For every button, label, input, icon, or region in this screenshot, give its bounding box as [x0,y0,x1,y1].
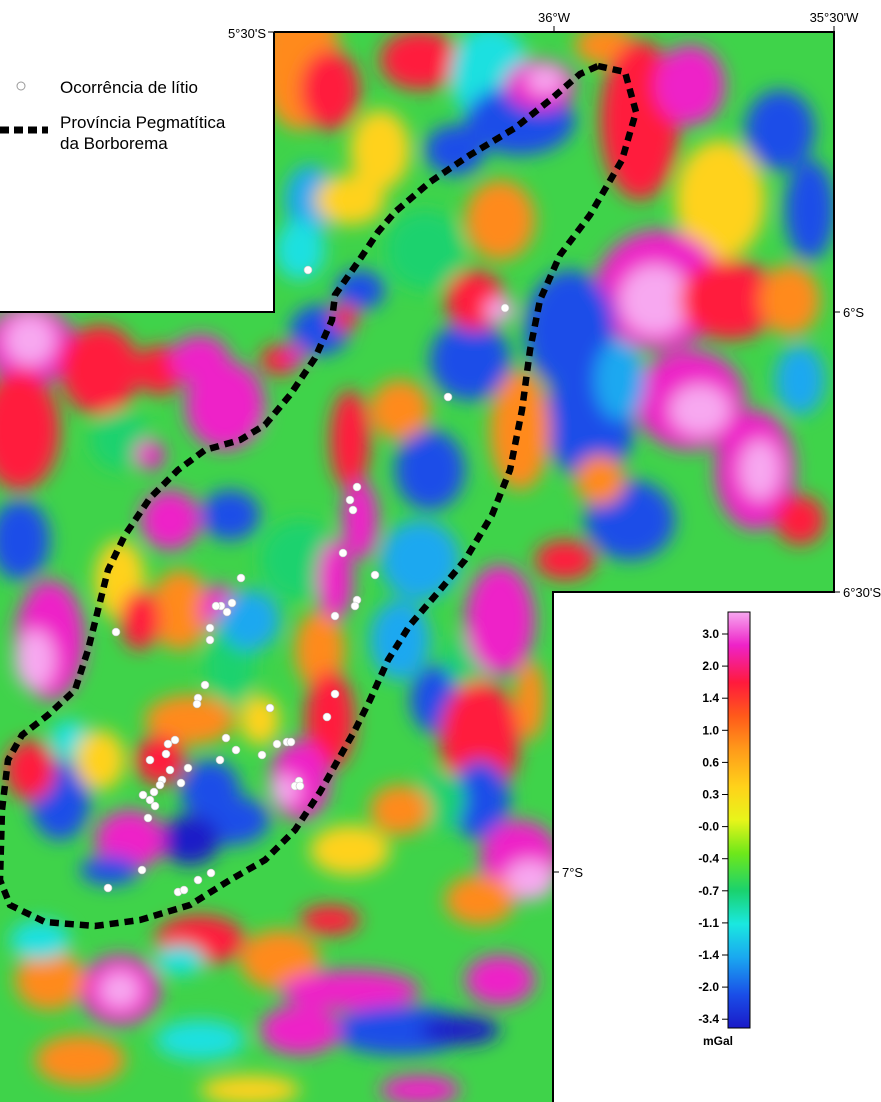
lithium-occurrence-point [145,755,155,765]
colorbar-tick-label: -3.4 [698,1012,719,1026]
lithium-occurrence-point [286,737,296,747]
colorbar-unit: mGal [703,1034,733,1048]
lithium-occurrence-point [137,865,147,875]
lithium-occurrence-point [272,739,282,749]
colorbar-tick-label: -1.4 [698,948,719,962]
lithium-occurrence-point [295,781,305,791]
lithium-occurrence-point [303,265,313,275]
lithium-occurrence-point [161,749,171,759]
lithium-occurrence-point [257,750,267,760]
province-boundary [0,62,640,930]
province-legend-label-line1: Província Pegmatítica [60,113,226,132]
lithium-occurrence-point [231,745,241,755]
lithium-occurrence-point [145,795,155,805]
lat-label-6-30s: 6°30'S [843,585,881,600]
province-legend-label-line2: da Borborema [60,134,168,153]
colorbar-tick-label: 1.4 [702,691,719,705]
lithium-occurrence-point [205,635,215,645]
lithium-occurrence-point [111,627,121,637]
lithium-occurrence-point [179,885,189,895]
lithium-occurrence-point [205,623,215,633]
colorbar-tick-label: 2.0 [702,659,719,673]
lithium-occurrence-point [193,875,203,885]
lithium-occurrence-point [330,611,340,621]
lithium-occurrence-point [215,755,225,765]
lithium-occurrence-point [348,505,358,515]
lithium-occurrence-point [211,601,221,611]
colorbar-tick-label: 0.3 [702,788,719,802]
lithium-occurrence-point [350,601,360,611]
lithium-occurrence-point [222,607,232,617]
lithium-occurrence-point [170,735,180,745]
lithium-occurrence-point [500,303,510,313]
colorbar-tick-label: 1.0 [702,723,719,737]
lithium-occurrence-point [165,765,175,775]
lithium-occurrence-point [103,883,113,893]
lon-label-36w: 36°W [538,10,571,25]
lithium-occurrence-point [338,548,348,558]
lithium-occurrence-point [192,699,202,709]
lithium-occurrence-point [206,868,216,878]
lithium-occurrence-point [370,570,380,580]
lat-label-5-30s: 5°30'S [228,26,266,41]
occurrence-legend-label: Ocorrência de lítio [60,78,198,97]
lithium-occurrence-point [330,689,340,699]
legend: Ocorrência de lítio Província Pegmatític… [0,78,226,153]
lat-label-6s: 6°S [843,305,864,320]
lithium-occurrence-point [221,733,231,743]
lithium-occurrence-point [143,813,153,823]
colorbar: 3.0 2.0 1.4 1.0 0.6 0.3 -0.0 -0.4 -0.7 -1.1 -1.4 -2… [698,611,751,1048]
lithium-occurrence-point [322,712,332,722]
colorbar-tick-label: -0.0 [698,820,719,834]
colorbar-tick-label: 0.6 [702,755,719,769]
colorbar-tick-label: 3.0 [702,627,719,641]
lithium-occurrence-point [150,801,160,811]
colorbar-tick-label: -2.0 [698,980,719,994]
lithium-occurrence-point [138,790,148,800]
occurrence-legend-icon [16,81,26,91]
colorbar-tick-label: -1.1 [698,916,719,930]
lithium-occurrence-point [183,763,193,773]
lithium-occurrence-point [163,739,173,749]
lithium-occurrence-point [236,573,246,583]
lithium-occurrence-point [265,703,275,713]
coordinate-labels: 5°30'S 36°W 35°30'W 6°S 6°30'S 7°S [228,10,881,880]
lon-label-35-30w: 35°30'W [810,10,860,25]
colorbar-tick-label: -0.4 [698,852,719,866]
lithium-occurrence-point [227,598,237,608]
colorbar-tick-label: -0.7 [698,884,719,898]
lithium-occurrences [103,265,510,897]
colorbar-gradient [727,611,751,1029]
lithium-occurrence-point [176,778,186,788]
lithium-occurrence-point [352,482,362,492]
lithium-occurrence-point [149,787,159,797]
lithium-occurrence-point [155,780,165,790]
lithium-occurrence-point [200,680,210,690]
lithium-occurrence-point [345,495,355,505]
lat-label-7s: 7°S [562,865,583,880]
lithium-occurrence-point [443,392,453,402]
